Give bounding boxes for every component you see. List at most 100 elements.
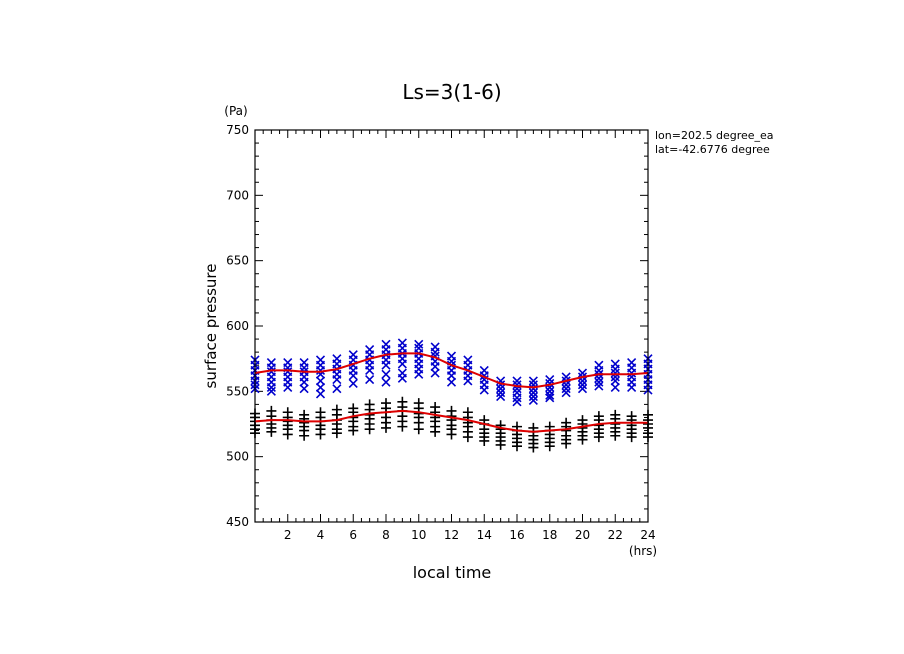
plus-marker [593, 432, 604, 443]
cross-marker [496, 388, 506, 398]
cross-marker [512, 380, 522, 390]
cross-marker [381, 377, 391, 387]
plus-marker [479, 435, 490, 446]
cross-marker [545, 390, 555, 400]
y-tick-label: 650 [226, 254, 249, 268]
x-axis-label: local time [413, 563, 492, 582]
y-tick-label: 500 [226, 450, 249, 464]
cross-marker [545, 386, 555, 396]
cross-marker [315, 365, 326, 375]
plus-marker [381, 422, 391, 433]
plus-marker [282, 429, 293, 440]
cross-marker [610, 376, 620, 386]
cross-marker [266, 386, 276, 396]
cross-marker [528, 391, 538, 402]
cross-marker [266, 382, 276, 392]
cross-marker [381, 360, 391, 370]
cross-marker [561, 384, 571, 394]
x-tick-label: 14 [477, 528, 492, 542]
x-tick-label: 8 [382, 528, 390, 542]
cross-marker [414, 369, 424, 379]
cross-marker [610, 368, 620, 378]
cross-marker [577, 384, 588, 394]
plus-marker [446, 429, 457, 440]
y-tick-label: 600 [226, 319, 249, 333]
x-tick-label: 24 [640, 528, 655, 542]
cross-marker [348, 371, 358, 381]
fit-lines [254, 352, 649, 433]
plus-marker [626, 432, 637, 443]
cross-marker [496, 391, 506, 402]
cross-marker [381, 369, 391, 379]
plus-marker [544, 441, 555, 452]
plus-marker [331, 428, 342, 439]
x-tick-label: 18 [542, 528, 557, 542]
cross-marker [365, 365, 375, 375]
plus-marker [512, 441, 522, 452]
plus-marker [413, 424, 424, 435]
plus-marker [528, 442, 539, 453]
y-unit-label: (Pa) [224, 104, 247, 118]
cross-marker [594, 377, 604, 387]
cross-marker [463, 376, 473, 386]
cross-marker [315, 389, 326, 399]
chart-title: Ls=3(1-6) [402, 80, 501, 104]
plus-marker [462, 432, 473, 443]
plus-marker [397, 421, 408, 432]
annotation-lon: lon=202.5 degree_ea [655, 129, 774, 142]
y-tick-label: 550 [226, 384, 249, 398]
x-unit-label: (hrs) [629, 544, 657, 558]
plus-marker [364, 424, 375, 435]
y-tick-label: 750 [226, 123, 249, 137]
axis-ticks: 2 4 6 8 10 12 14 16 18 20 22 2445050055060065070075… [226, 123, 656, 542]
data-points [250, 338, 653, 453]
x-tick-label: 12 [444, 528, 459, 542]
plus-marker [577, 434, 588, 445]
y-tick-label: 700 [226, 188, 249, 202]
cross-marker [594, 381, 604, 391]
cross-marker [332, 375, 342, 385]
plus-marker [348, 425, 359, 436]
cross-marker [446, 377, 457, 387]
plus-marker [561, 438, 572, 449]
cross-marker [577, 380, 588, 390]
x-tick-label: 22 [608, 528, 623, 542]
cross-marker [299, 384, 309, 394]
cross-marker [397, 373, 407, 383]
annotation-lat: lat=-42.6776 degree [655, 143, 770, 156]
cross-marker [299, 363, 309, 373]
cross-marker [283, 382, 293, 392]
cross-marker [414, 339, 424, 349]
cross-marker [528, 395, 538, 406]
x-tick-label: 16 [509, 528, 524, 542]
cross-marker [397, 359, 407, 369]
plus-marker [315, 429, 326, 440]
cross-marker [430, 368, 440, 378]
plus-marker [430, 426, 441, 437]
x-tick-label: 4 [317, 528, 325, 542]
y-tick-label: 450 [226, 515, 249, 529]
cross-marker [545, 393, 555, 403]
plus-marker [266, 426, 277, 437]
cross-marker [430, 361, 440, 372]
x-tick-label: 10 [411, 528, 426, 542]
cross-marker [512, 393, 522, 403]
cross-marker [610, 364, 620, 374]
cross-marker [528, 376, 538, 386]
cross-marker [315, 382, 326, 392]
cross-marker [496, 384, 506, 394]
cross-marker [561, 388, 571, 398]
cross-marker [627, 368, 637, 378]
cross-marker [512, 397, 522, 407]
fit-line-2 [254, 352, 649, 389]
cross-marker [315, 376, 326, 386]
cross-marker [479, 385, 489, 395]
y-axis-label: surface pressure [202, 264, 220, 389]
plus-marker [610, 430, 621, 441]
plus-marker [299, 430, 310, 441]
plot-frame [254, 129, 649, 523]
cross-marker [545, 375, 555, 385]
fit-line-3 [254, 409, 648, 433]
cross-marker [332, 384, 342, 394]
